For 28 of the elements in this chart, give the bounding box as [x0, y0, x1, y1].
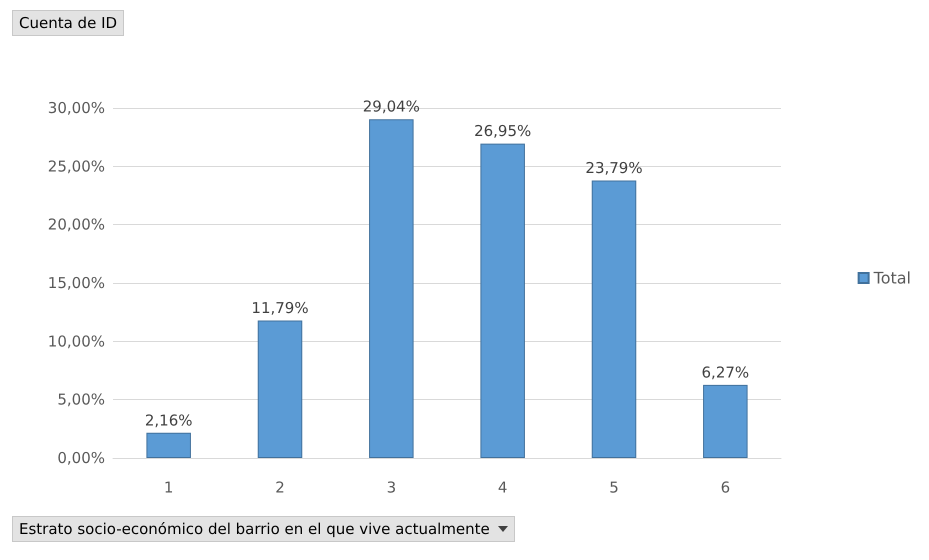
data-label: 11,79%	[251, 298, 309, 317]
data-label: 29,04%	[362, 98, 420, 116]
data-label: 23,79%	[585, 158, 643, 177]
y-tick-label: 25,00%	[48, 157, 105, 176]
y-tick-label: 10,00%	[48, 332, 105, 350]
x-axis-title: Estrato socio-económico del barrio en el que vive actualmente	[19, 520, 490, 538]
y-tick-label: 20,00%	[48, 216, 105, 234]
y-tick-label: 5,00%	[57, 390, 105, 409]
data-label: 6,27%	[702, 363, 750, 382]
bar	[258, 320, 302, 458]
x-tick-label: 6	[720, 478, 730, 496]
y-tick-label: 30,00%	[48, 99, 105, 117]
y-tick-label: 15,00%	[48, 274, 105, 292]
x-tick-label: 2	[275, 478, 285, 496]
bar	[480, 144, 525, 458]
x-tick-label: 1	[164, 478, 174, 496]
chart-title: Cuenta de ID	[12, 10, 124, 36]
data-label: 2,16%	[144, 411, 192, 430]
bar	[146, 432, 191, 458]
y-tick-label: 0,00%	[57, 449, 105, 467]
x-tick-label: 3	[386, 478, 396, 496]
legend-label: Total	[872, 268, 912, 288]
x-tick-label: 4	[498, 478, 508, 496]
bar	[703, 384, 748, 458]
data-label: 26,95%	[474, 122, 532, 140]
bar	[369, 119, 414, 458]
x-tick-label: 5	[609, 478, 619, 496]
bar	[592, 180, 636, 458]
